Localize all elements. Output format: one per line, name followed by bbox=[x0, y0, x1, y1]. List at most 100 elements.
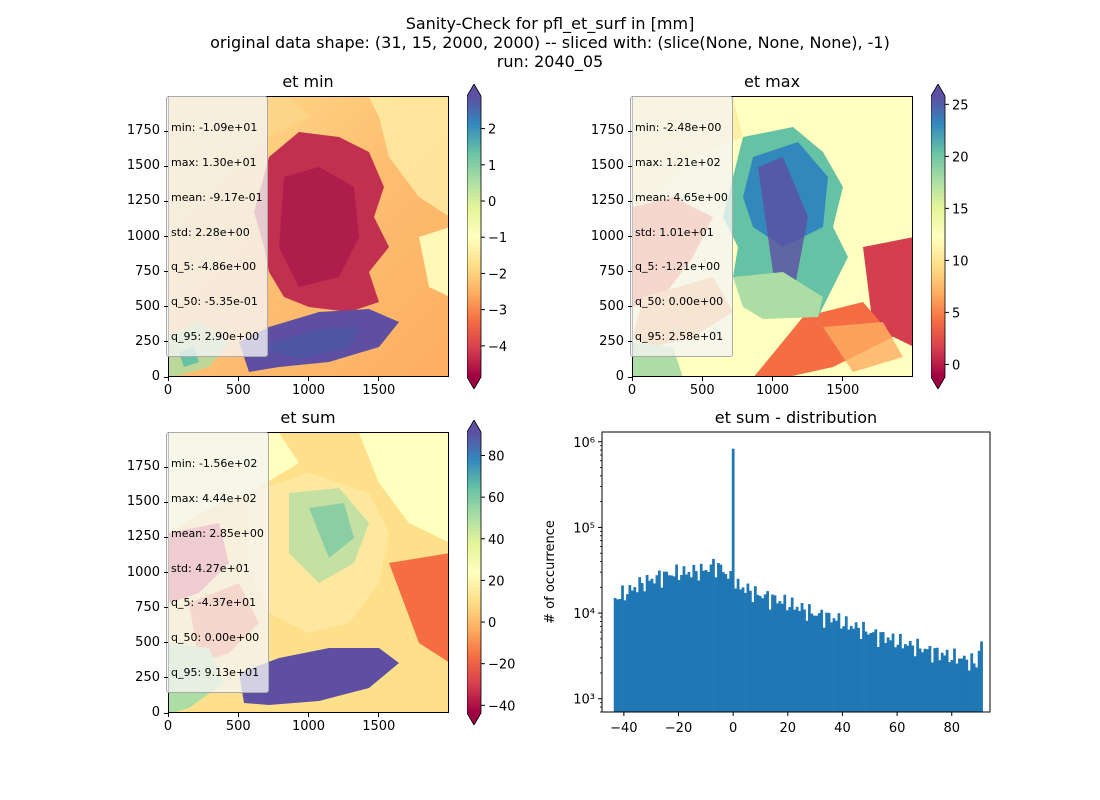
x-tick bbox=[378, 713, 380, 717]
colorbar-extend-min bbox=[467, 713, 481, 725]
histogram-bar bbox=[751, 602, 755, 712]
histogram-bar bbox=[739, 589, 742, 712]
y-tick-label: 1500 bbox=[126, 158, 160, 174]
histogram-bar bbox=[776, 603, 779, 712]
colorbar-gradient bbox=[467, 96, 481, 377]
y-tick bbox=[164, 271, 168, 273]
stat-q95: q_95: 2.58e+01 bbox=[635, 329, 724, 343]
histogram-bar bbox=[653, 583, 656, 712]
histogram-bar bbox=[655, 575, 659, 712]
stat-mean: mean: -9.17e-01 bbox=[171, 190, 263, 204]
colorbar-extend-max bbox=[931, 84, 945, 96]
histogram-bar bbox=[744, 592, 747, 712]
histogram-bar bbox=[773, 595, 777, 712]
colorbar-tick-label: −4 bbox=[488, 340, 507, 355]
colorbar-extend-max bbox=[467, 420, 481, 432]
histogram-bar bbox=[685, 574, 688, 712]
panel-title-distribution: et sum - distribution bbox=[714, 408, 878, 427]
histogram-bar bbox=[613, 597, 617, 712]
histogram-bar bbox=[876, 646, 880, 712]
histogram-bar bbox=[793, 609, 797, 712]
y-tick bbox=[164, 341, 168, 343]
histogram-bar bbox=[798, 610, 801, 712]
colorbar-gradient bbox=[467, 432, 481, 713]
histogram-bar bbox=[913, 656, 917, 712]
panel-title-et-max: et max bbox=[743, 72, 801, 91]
histogram-bar bbox=[842, 626, 846, 712]
y-tick-label: 1500 bbox=[590, 158, 624, 174]
y-tick-label: 10⁵ bbox=[573, 521, 595, 536]
x-tick bbox=[237, 713, 239, 717]
histogram-bar bbox=[835, 620, 838, 712]
x-tick-label: 0 bbox=[729, 721, 737, 736]
y-tick-label: 750 bbox=[135, 263, 160, 279]
histogram-bar bbox=[795, 606, 799, 712]
stat-min: min: -1.09e+01 bbox=[171, 121, 258, 135]
histogram-bar bbox=[618, 598, 622, 712]
histogram-bar bbox=[832, 618, 836, 712]
stats-box-et-sum: min: -1.56e+02 max: 4.44e+02 mean: 2.85e… bbox=[166, 432, 269, 694]
y-tick bbox=[164, 536, 168, 538]
y-tick-label: 250 bbox=[599, 333, 624, 349]
histogram-bar bbox=[820, 609, 824, 712]
y-tick bbox=[628, 341, 632, 343]
colorbar-tick-label: 15 bbox=[952, 202, 969, 217]
histogram-bar bbox=[962, 655, 966, 712]
histogram-bar bbox=[623, 600, 627, 712]
histogram-bar bbox=[672, 576, 676, 712]
colorbar-extend-min bbox=[931, 377, 945, 389]
histogram-bar bbox=[906, 645, 910, 712]
histogram-bar bbox=[921, 652, 924, 712]
colorbar-outline bbox=[467, 420, 482, 725]
x-tick bbox=[378, 377, 380, 381]
histogram-bar bbox=[714, 577, 718, 712]
histogram-bar bbox=[825, 612, 828, 712]
histogram-bar bbox=[967, 670, 971, 712]
histogram-bar bbox=[726, 578, 730, 712]
y-axis-label: # of occurrence bbox=[543, 520, 558, 624]
colorbar-gradient bbox=[931, 96, 945, 377]
suptitle-line-2: original data shape: (31, 15, 2000, 2000… bbox=[210, 33, 890, 52]
histogram-bar bbox=[940, 652, 944, 712]
colorbar-tick-label: 5 bbox=[952, 306, 960, 321]
histogram-bar bbox=[643, 591, 647, 712]
histogram-bar bbox=[712, 558, 715, 712]
y-tick-label: 0 bbox=[151, 369, 160, 384]
y-tick bbox=[628, 165, 632, 167]
histogram-bar bbox=[935, 647, 939, 712]
histogram-bar bbox=[903, 644, 907, 712]
y-tick-label: 750 bbox=[135, 599, 160, 615]
stat-mean: mean: 4.65e+00 bbox=[635, 190, 728, 204]
histogram-bar bbox=[844, 616, 848, 712]
y-tick-label: 0 bbox=[151, 705, 160, 720]
colorbar-tick-label: 2 bbox=[488, 123, 496, 138]
y-tick bbox=[164, 236, 168, 237]
x-tick bbox=[308, 377, 309, 381]
histogram-bar bbox=[972, 663, 976, 712]
y-tick-label: 1250 bbox=[590, 193, 624, 209]
histogram-bar bbox=[958, 658, 961, 712]
histogram-bar bbox=[810, 613, 814, 712]
y-tick bbox=[164, 130, 168, 132]
stat-std: std: 4.27e+01 bbox=[171, 561, 250, 575]
y-tick bbox=[164, 677, 168, 679]
figure-suptitle: Sanity-Check for pfl_et_surf in [mm] ori… bbox=[0, 14, 1100, 71]
stat-min: min: -2.48e+00 bbox=[635, 121, 722, 135]
histogram-bar bbox=[667, 575, 671, 712]
histogram-bar bbox=[948, 662, 951, 712]
histogram-bar bbox=[945, 649, 949, 712]
histogram-bar bbox=[758, 595, 762, 712]
y-tick-label: 10⁶ bbox=[573, 436, 595, 451]
histogram-bar bbox=[891, 633, 895, 712]
histogram-bar bbox=[761, 598, 765, 712]
histogram-bar bbox=[950, 660, 954, 712]
histogram-bar bbox=[697, 580, 701, 712]
histogram-bar bbox=[857, 627, 860, 712]
histogram-bar bbox=[874, 629, 878, 712]
colorbar-tick-label: −2 bbox=[488, 267, 507, 282]
y-tick bbox=[164, 572, 168, 573]
histogram-bar bbox=[682, 566, 686, 712]
histogram-bar bbox=[970, 653, 974, 712]
histogram-bar bbox=[645, 574, 649, 712]
y-tick-label: 500 bbox=[135, 298, 160, 314]
